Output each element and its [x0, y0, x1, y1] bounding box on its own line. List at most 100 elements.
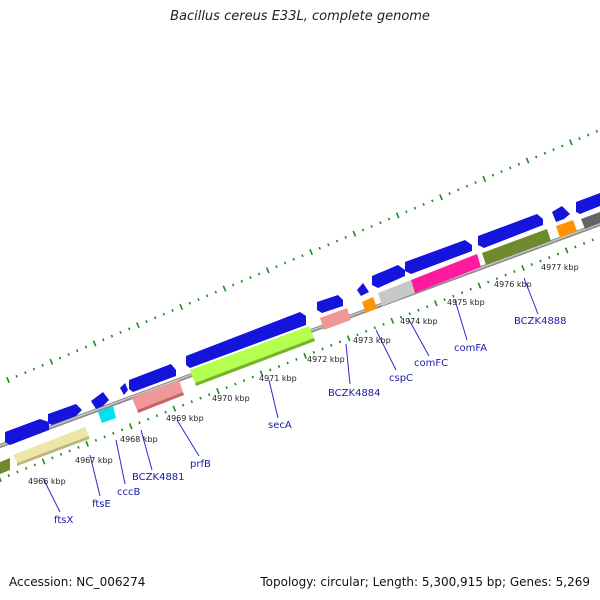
tick-mark: [128, 423, 133, 430]
tick-mark: [269, 368, 272, 372]
cds-arrow[interactable]: [552, 206, 570, 222]
cds-arrow[interactable]: [357, 283, 369, 296]
tick-mark: [24, 466, 28, 470]
tick-mark: [312, 350, 316, 354]
tick-mark: [265, 267, 270, 274]
cds-block[interactable]: [320, 308, 351, 330]
tick-mark: [51, 456, 54, 460]
cds-arrow[interactable]: [405, 240, 472, 274]
cds-block[interactable]: [362, 297, 377, 313]
tick-mark: [327, 243, 330, 247]
cds-block[interactable]: [411, 254, 481, 293]
gene-label-bczk4884[interactable]: BCZK4884: [328, 388, 381, 399]
cds-block[interactable]: [195, 338, 315, 386]
gene-label-ftsx[interactable]: ftsX: [54, 515, 73, 526]
tick-mark: [382, 322, 385, 326]
cds-arrow[interactable]: [372, 265, 405, 288]
cds-block[interactable]: [17, 436, 89, 466]
tick-mark: [32, 367, 36, 371]
cds-arrow[interactable]: [5, 419, 49, 445]
tick-mark: [301, 254, 304, 258]
inner-tick-ring: [0, 238, 595, 483]
cds-block[interactable]: [13, 427, 89, 463]
tick-mark: [568, 139, 573, 146]
gene-label-bczk4888[interactable]: BCZK4888: [514, 316, 567, 327]
tick-mark: [457, 188, 460, 192]
cds-arrow[interactable]: [120, 383, 128, 395]
tick-mark: [199, 396, 202, 400]
tick-mark: [303, 352, 307, 360]
tick-mark: [77, 445, 80, 449]
tick-mark: [309, 248, 313, 256]
cds-block[interactable]: [556, 220, 577, 238]
tick-mark: [500, 170, 503, 174]
tick-mark: [431, 199, 434, 203]
tick-mark: [335, 239, 339, 243]
gene-label-cspc[interactable]: cspC: [389, 373, 413, 384]
cds-arrow[interactable]: [576, 193, 600, 214]
tick-mark: [321, 347, 324, 351]
cds-block[interactable]: [0, 458, 10, 474]
cds-arrow[interactable]: [48, 404, 82, 425]
tick-mark: [85, 440, 90, 447]
tick-mark: [41, 363, 44, 367]
tick-mark: [283, 261, 287, 265]
tick-mark: [352, 230, 357, 237]
kbp-label: 4976 kbp: [494, 280, 532, 289]
cds-block[interactable]: [378, 280, 415, 306]
gene-label-comfa[interactable]: comFA: [454, 343, 487, 354]
cds-arrow[interactable]: [129, 364, 176, 392]
tick-mark: [452, 294, 455, 298]
cds-arrow[interactable]: [478, 214, 543, 248]
tick-mark: [112, 431, 115, 435]
tick-mark: [68, 449, 71, 453]
topology-text: Topology: circular; Length: 5,300,915 bp…: [260, 575, 590, 589]
kbp-label: 4968 kbp: [120, 435, 158, 444]
cds-block[interactable]: [190, 326, 314, 383]
tick-mark: [76, 349, 79, 353]
tick-mark: [530, 263, 533, 266]
tick-mark: [408, 312, 411, 316]
tick-mark: [491, 173, 495, 177]
cds-block[interactable]: [581, 212, 600, 229]
tick-mark: [482, 175, 487, 182]
tick-mark: [249, 276, 252, 280]
tick-mark: [242, 379, 246, 383]
gene-labels: ftsX ftsE cccB BCZK4881 prfB secA BCZK48…: [54, 316, 567, 526]
tick-mark: [231, 283, 235, 287]
tick-mark: [417, 308, 420, 312]
cds-arrow[interactable]: [91, 392, 109, 409]
tick-mark: [92, 340, 97, 347]
gene-label-cccb[interactable]: cccB: [117, 487, 140, 498]
tick-mark: [33, 463, 37, 467]
tick-mark: [119, 330, 122, 334]
tick-mark: [525, 157, 530, 164]
kbp-label: 4969 kbp: [166, 414, 204, 423]
tick-mark: [443, 298, 446, 302]
tick-mark: [135, 322, 140, 329]
tick-mark: [275, 265, 278, 269]
cds-arrow[interactable]: [317, 295, 343, 313]
tick-mark: [205, 294, 209, 298]
cds-block[interactable]: [137, 392, 184, 413]
gene-label-comfc[interactable]: comFC: [414, 358, 448, 369]
tick-mark: [16, 470, 19, 474]
gene-label-seca[interactable]: secA: [268, 420, 292, 431]
gene-label-ftse[interactable]: ftsE: [92, 499, 111, 510]
gene-label-bczk4881[interactable]: BCZK4881: [132, 472, 185, 483]
cds-block[interactable]: [132, 380, 183, 410]
cds-block[interactable]: [98, 406, 116, 423]
tick-mark: [399, 315, 403, 319]
tick-mark: [330, 343, 333, 347]
tick-mark: [84, 345, 88, 349]
cds-block[interactable]: [482, 229, 551, 265]
kbp-label: 4973 kbp: [353, 336, 391, 345]
forward-strand-genes: [5, 193, 600, 445]
gene-label-prfb[interactable]: prfB: [190, 459, 211, 470]
tick-mark: [259, 370, 264, 377]
tick-mark: [257, 272, 261, 276]
tick-mark: [138, 421, 141, 425]
tick-mark: [370, 224, 373, 228]
cds-arrow[interactable]: [186, 312, 306, 368]
